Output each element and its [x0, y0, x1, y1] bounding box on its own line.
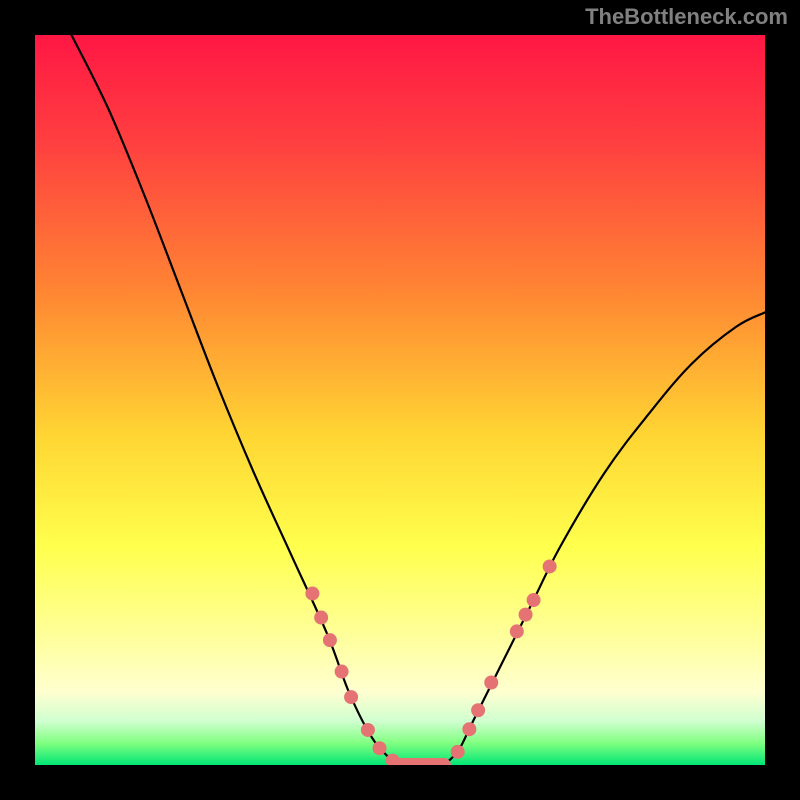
watermark-text: TheBottleneck.com — [585, 4, 788, 30]
data-marker — [484, 676, 498, 690]
data-marker — [323, 633, 337, 647]
data-marker — [471, 703, 485, 717]
data-marker — [462, 722, 476, 736]
data-marker — [335, 665, 349, 679]
data-marker — [543, 559, 557, 573]
bottleneck-chart-svg — [35, 35, 765, 765]
chart-container: TheBottleneck.com — [0, 0, 800, 800]
gradient-background — [35, 35, 765, 765]
data-marker — [344, 690, 358, 704]
data-marker — [305, 586, 319, 600]
data-marker — [361, 723, 375, 737]
data-marker — [519, 608, 533, 622]
data-marker — [527, 593, 541, 607]
plot-area — [35, 35, 765, 765]
data-marker — [451, 745, 465, 759]
data-marker — [314, 611, 328, 625]
data-marker — [510, 624, 524, 638]
data-marker — [373, 741, 387, 755]
